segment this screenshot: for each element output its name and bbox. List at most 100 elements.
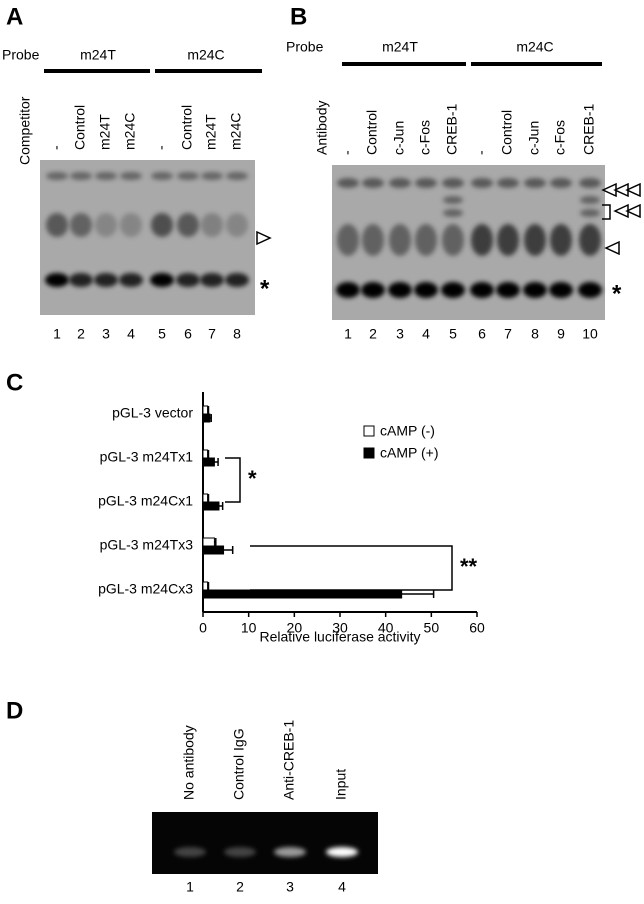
band <box>579 224 601 256</box>
lane-number: 10 <box>582 326 598 342</box>
lane-number: 4 <box>127 326 135 342</box>
lane-label: CREB-1 <box>581 103 597 155</box>
legend-label: cAMP (-) <box>380 423 435 439</box>
band <box>225 273 249 287</box>
lane-label: c-Fos <box>552 120 568 155</box>
band <box>389 178 411 188</box>
band <box>497 224 519 256</box>
band <box>389 224 411 256</box>
band <box>120 172 142 180</box>
band <box>523 282 547 298</box>
probe-label: Probe <box>2 47 40 63</box>
lane-label: - <box>339 150 355 155</box>
band <box>361 282 385 298</box>
band <box>442 178 464 188</box>
band <box>326 847 358 857</box>
significance-label: ** <box>460 554 478 579</box>
lane-number: 8 <box>233 326 241 342</box>
lane-number: 7 <box>208 326 216 342</box>
band <box>151 172 173 180</box>
lane-number: 3 <box>286 879 294 895</box>
probe-group: m24T <box>382 39 418 55</box>
antibody-label: Antibody <box>314 101 330 155</box>
lane-number: 7 <box>504 326 512 342</box>
band <box>45 273 69 287</box>
lane-label: Control <box>72 105 88 150</box>
lane-label: c-Jun <box>391 121 407 155</box>
band <box>524 178 546 188</box>
band <box>274 847 306 857</box>
gel <box>40 160 255 315</box>
lane-number: 5 <box>449 326 457 342</box>
lane-number: 2 <box>77 326 85 342</box>
lane-number: 1 <box>53 326 61 342</box>
band <box>201 213 223 237</box>
band <box>337 224 359 256</box>
lane-label: c-Jun <box>526 121 542 155</box>
y-tick-label: pGL-3 vector <box>112 405 193 421</box>
lane-label: Control IgG <box>231 728 247 800</box>
band <box>224 847 256 857</box>
band <box>95 213 117 237</box>
panel-label: D <box>6 697 23 724</box>
gel <box>152 812 378 874</box>
lane-label: CREB-1 <box>444 103 460 155</box>
panel-label: A <box>6 3 23 30</box>
band <box>119 273 143 287</box>
band <box>176 273 200 287</box>
band <box>470 282 494 298</box>
band <box>441 282 465 298</box>
band <box>388 282 412 298</box>
x-tick-label: 10 <box>241 620 257 636</box>
x-tick-label: 0 <box>199 620 207 636</box>
band <box>362 224 384 256</box>
probe-group: m24T <box>80 47 116 63</box>
band <box>497 178 519 188</box>
band <box>200 273 224 287</box>
arrowhead <box>256 230 272 246</box>
band <box>496 282 520 298</box>
bar <box>202 405 209 415</box>
band <box>414 282 438 298</box>
bar <box>202 457 215 467</box>
lane-number: 8 <box>531 326 539 342</box>
band <box>471 224 493 256</box>
bar <box>202 545 225 555</box>
band <box>471 178 493 188</box>
y-tick-label: pGL-3 m24Tx1 <box>100 449 194 465</box>
bar <box>202 449 209 459</box>
band <box>443 209 463 217</box>
significance-bracket <box>225 457 241 503</box>
probe-group: m24C <box>187 47 224 63</box>
band <box>177 213 199 237</box>
band <box>69 273 93 287</box>
lane-number: 9 <box>557 326 565 342</box>
band <box>337 178 359 188</box>
lane-label: - <box>153 145 169 150</box>
x-axis-label: Relative luciferase activity <box>259 629 420 645</box>
competitor-label: Competitor <box>17 96 33 165</box>
legend-swatch <box>363 425 375 437</box>
lane-label: Control <box>179 105 195 150</box>
lane-number: 3 <box>102 326 110 342</box>
bar <box>202 581 209 591</box>
lane-label: c-Fos <box>417 120 433 155</box>
bar <box>202 493 209 503</box>
band-marker: * <box>612 280 622 307</box>
band-marker: * <box>260 275 270 302</box>
bar <box>202 413 211 423</box>
lane-label: m24C <box>122 113 138 150</box>
lane-number: 1 <box>344 326 352 342</box>
lane-label: No antibody <box>181 725 197 800</box>
band <box>415 224 437 256</box>
y-tick-label: pGL-3 m24Cx1 <box>98 493 193 509</box>
band <box>550 178 572 188</box>
lane-number: 2 <box>236 879 244 895</box>
band <box>70 172 92 180</box>
y-tick-label: pGL-3 m24Cx3 <box>98 581 193 597</box>
significance-bracket <box>250 545 453 591</box>
lane-label: Control <box>499 110 515 155</box>
panel-label: C <box>6 369 23 396</box>
y-tick-label: pGL-3 m24Tx3 <box>100 537 194 553</box>
